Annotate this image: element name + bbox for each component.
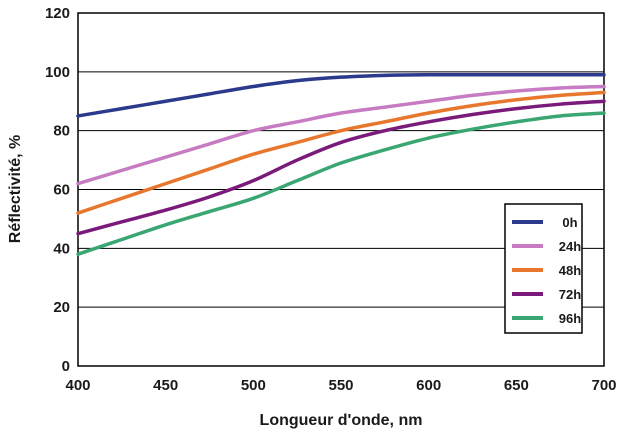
- legend-label-48h: 48h: [559, 263, 581, 278]
- x-tick-label: 500: [241, 377, 266, 394]
- x-tick-label: 700: [591, 377, 616, 394]
- legend-label-72h: 72h: [559, 287, 581, 302]
- x-tick-label: 650: [504, 377, 529, 394]
- series-lines: [76, 72, 606, 256]
- y-tick-label: 100: [45, 64, 70, 81]
- y-tick-label: 40: [53, 240, 70, 257]
- y-tick-labels: 0 20 40 60 80 100 120: [45, 5, 70, 375]
- series-line-72h: [76, 99, 606, 236]
- x-axis-title: Longueur d'onde, nm: [260, 412, 423, 429]
- x-tick-label: 600: [416, 377, 441, 394]
- series-line-96h: [76, 111, 606, 256]
- legend-label-24h: 24h: [559, 239, 581, 254]
- x-tick-labels: 400 450 500 550 600 650 700: [65, 377, 616, 394]
- series-line-24h: [76, 84, 606, 186]
- legend: 0h 24h 48h 72h 96h: [504, 203, 583, 334]
- y-tick-label: 20: [53, 299, 70, 316]
- y-tick-label: 60: [53, 182, 70, 199]
- legend-label-0h: 0h: [562, 215, 577, 230]
- y-tick-label: 0: [62, 358, 70, 375]
- legend-label-96h: 96h: [559, 311, 581, 326]
- x-tick-label: 450: [153, 377, 178, 394]
- y-tick-label: 120: [45, 5, 70, 22]
- x-tick-label: 400: [65, 377, 90, 394]
- y-tick-label: 80: [53, 123, 70, 140]
- series-line-48h: [76, 90, 606, 215]
- y-axis-title: Réflectivité, %: [7, 135, 24, 243]
- x-tick-label: 550: [328, 377, 353, 394]
- series-line-0h: [76, 72, 606, 118]
